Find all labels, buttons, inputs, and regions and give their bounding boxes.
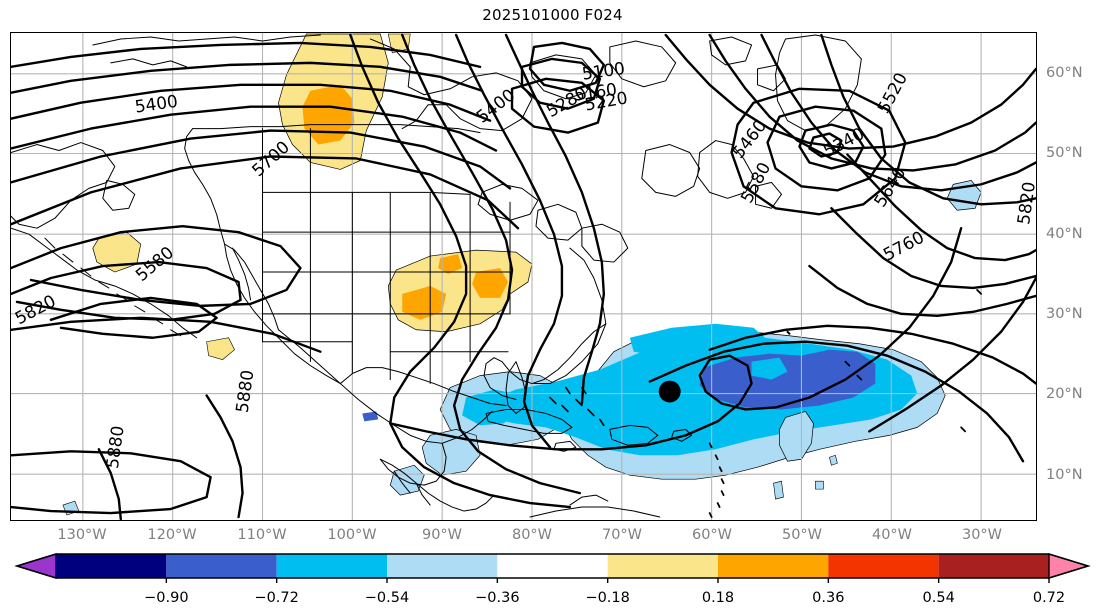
- colorbar-segment: [387, 554, 498, 578]
- anomaly-shading-layer: [62, 33, 982, 516]
- colorbar-canvas: [14, 553, 1091, 583]
- colorbar-segment: [938, 554, 1049, 578]
- colorbar-tick-label: −0.54: [364, 590, 410, 606]
- lon-tick-label: 110°W: [237, 527, 287, 543]
- contour-label: 5700: [248, 137, 293, 181]
- shade-cuba-navy-speck: [362, 411, 379, 422]
- shade-atlantic-speck-2: [773, 480, 784, 500]
- map-panel[interactable]: 5400 5700 5400 5280 5220 5160 5100 5460 …: [10, 32, 1037, 521]
- lon-tick-label: 120°W: [147, 527, 197, 543]
- contour-label: 5520: [873, 69, 911, 116]
- colorbar-segment: [828, 554, 939, 578]
- lat-tick-label: 40°N: [1046, 226, 1083, 242]
- shade-southeast-orange-1: [402, 285, 447, 320]
- shade-centralamerica-lightblue: [389, 464, 425, 496]
- contour-label: 5820: [1013, 180, 1036, 225]
- page-title: 2025101000 F024: [482, 6, 623, 24]
- lon-tick-label: 50°W: [781, 527, 823, 543]
- lon-tick-label: 100°W: [327, 527, 377, 543]
- lon-tick-label: 60°W: [691, 527, 733, 543]
- colorbar-tick-label: 0.54: [922, 590, 955, 606]
- storm-center-dot[interactable]: [658, 380, 681, 403]
- lat-tick-label: 10°N: [1046, 467, 1083, 483]
- shade-atlantic-speck-1: [829, 454, 838, 466]
- contour-lines-layer: [11, 33, 1036, 520]
- colorbar-tick-label: 0.36: [812, 590, 845, 606]
- colorbar-tick-label: −0.36: [475, 590, 520, 606]
- colorbar[interactable]: −0.90 −0.72 −0.54 −0.36 −0.18 0.18 0.36 0.54 0.7…: [0, 548, 1105, 610]
- gridlines: [11, 33, 1036, 520]
- shade-alaska-yellow-core: [110, 240, 131, 257]
- contour-label: 5880: [232, 369, 258, 414]
- colorbar-tick-label: 0.72: [1032, 590, 1066, 606]
- lat-tick-label: 60°N: [1046, 65, 1083, 81]
- shade-caribbean-royalblue-notch: [751, 357, 788, 380]
- lat-tick-label: 20°N: [1046, 386, 1083, 402]
- contour-label: 5760: [880, 227, 928, 265]
- shade-canada-orange: [302, 84, 355, 145]
- shade-baja-yellow: [206, 337, 235, 360]
- colorbar-segment: [276, 554, 387, 578]
- lon-tick-label: 130°W: [57, 527, 107, 543]
- colorbar-ticks: [165, 578, 1050, 583]
- colorbar-segment: [718, 554, 829, 578]
- contour-label: 5880: [102, 424, 128, 469]
- shade-atlantic-speck-3: [815, 480, 824, 490]
- colorbar-segments: [14, 553, 1091, 579]
- lat-tick-label: 50°N: [1046, 145, 1083, 161]
- lon-tick-label: 80°W: [511, 527, 553, 543]
- lon-tick-label: 40°W: [871, 527, 913, 543]
- lat-tick-label: 30°N: [1046, 306, 1083, 322]
- lon-tick-label: 30°W: [961, 527, 1003, 543]
- coastlines-layer: [11, 34, 983, 518]
- contour-label: 5100: [581, 58, 627, 84]
- colorbar-over-arrow: [1048, 553, 1091, 579]
- lon-tick-label: 70°W: [601, 527, 643, 543]
- colorbar-tick-label: 0.18: [701, 590, 735, 606]
- colorbar-under-arrow: [14, 553, 57, 579]
- colorbar-segment: [166, 554, 277, 578]
- shade-southeast-orange-2: [472, 268, 509, 298]
- colorbar-tick-label: −0.90: [144, 590, 189, 606]
- contour-label: 5820: [11, 290, 59, 328]
- colorbar-segment: [56, 554, 167, 578]
- colorbar-tick-label: −0.18: [585, 590, 630, 606]
- colorbar-segment: [607, 554, 718, 578]
- shade-atlantic-blob-lightblue: [779, 411, 814, 462]
- lon-tick-label: 90°W: [421, 527, 463, 543]
- shade-north-lobe-cyan: [629, 323, 770, 358]
- map-canvas: 5400 5700 5400 5280 5220 5160 5100 5460 …: [11, 33, 1036, 520]
- shade-southeast-orange-3: [438, 254, 463, 275]
- colorbar-tick-label: −0.72: [254, 590, 299, 606]
- colorbar-segment: [497, 554, 608, 578]
